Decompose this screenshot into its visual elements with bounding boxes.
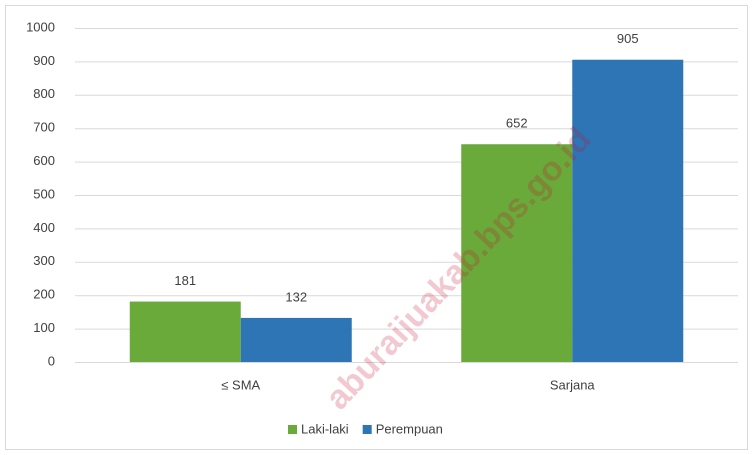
- y-tick-label: 100: [33, 320, 55, 335]
- y-tick-label: 500: [33, 186, 55, 201]
- value-label: 181: [174, 273, 196, 288]
- value-label: 652: [506, 116, 528, 131]
- value-label: 132: [285, 289, 307, 304]
- bar: [572, 59, 684, 362]
- y-tick-label: 400: [33, 220, 55, 235]
- y-tick-label: 600: [33, 153, 55, 168]
- value-label: 905: [617, 31, 639, 46]
- y-tick-label: 800: [33, 86, 55, 101]
- bar: [461, 144, 573, 362]
- x-tick-label: Sarjana: [550, 377, 596, 392]
- legend-swatch: [362, 425, 372, 434]
- bar: [129, 301, 241, 362]
- y-tick-label: 1000: [26, 19, 55, 34]
- legend-swatch: [288, 425, 297, 434]
- legend-label: Perempuan: [376, 421, 443, 436]
- y-tick-label: 700: [33, 120, 55, 135]
- bar: [240, 317, 352, 362]
- y-tick-label: 900: [33, 53, 55, 68]
- legend-label: Laki-laki: [301, 421, 349, 436]
- y-tick-label: 300: [33, 253, 55, 268]
- y-tick-label: 0: [48, 353, 55, 368]
- y-tick-label: 200: [33, 287, 55, 302]
- x-tick-label: ≤ SMA: [221, 377, 260, 392]
